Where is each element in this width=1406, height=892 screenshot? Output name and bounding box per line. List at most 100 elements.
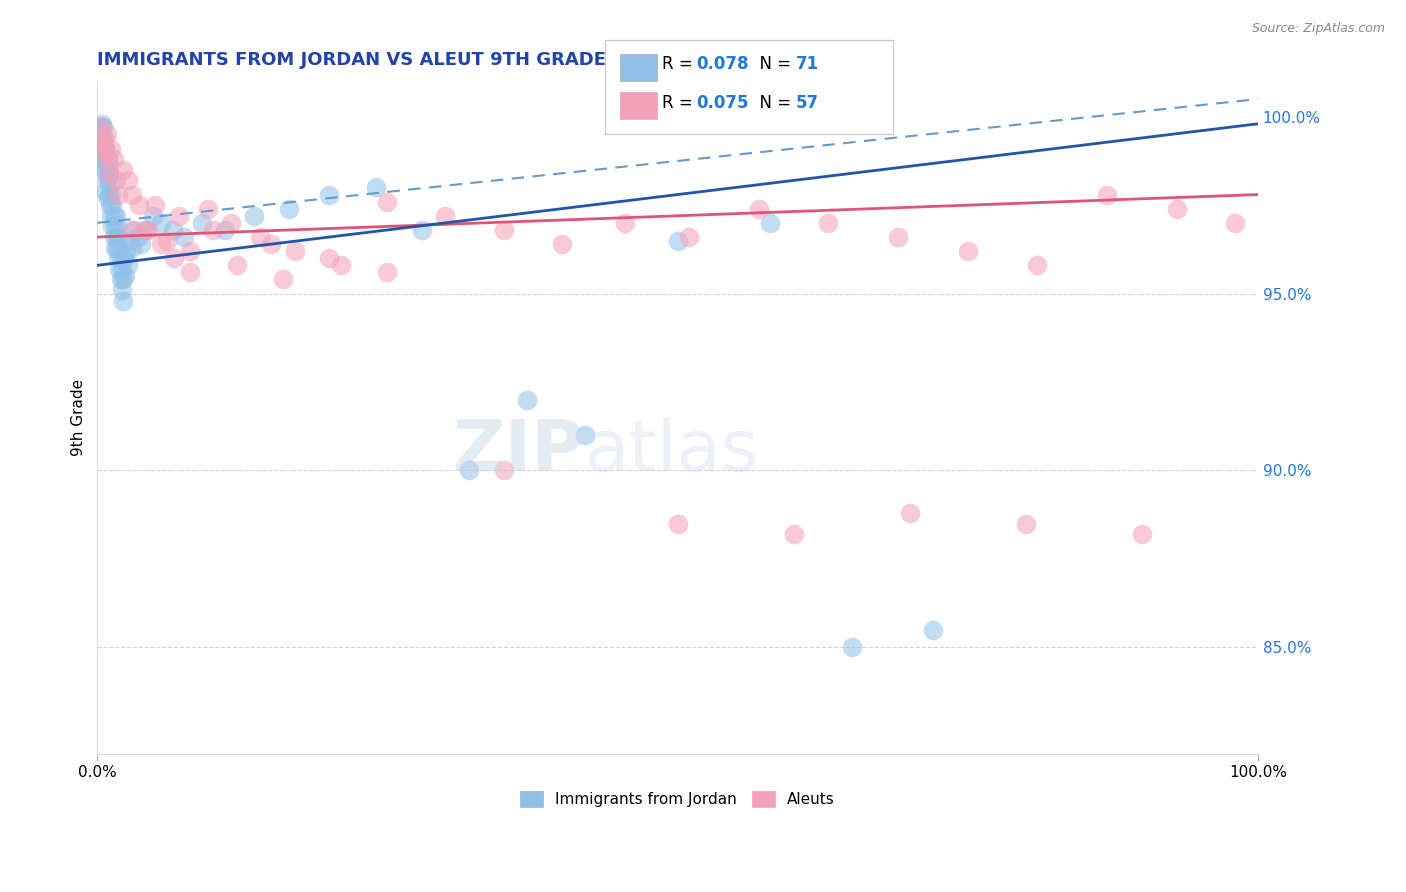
Point xyxy=(748,202,770,216)
Point xyxy=(202,223,225,237)
Point xyxy=(516,392,538,407)
Text: IMMIGRANTS FROM JORDAN VS ALEUT 9TH GRADE CORRELATION CHART: IMMIGRANTS FROM JORDAN VS ALEUT 9TH GRAD… xyxy=(97,51,828,69)
Point xyxy=(121,241,143,255)
Point xyxy=(121,223,143,237)
Point xyxy=(162,223,184,237)
Text: N =: N = xyxy=(749,55,797,73)
Point xyxy=(127,230,149,244)
Point xyxy=(128,198,150,212)
Point xyxy=(678,230,700,244)
Point xyxy=(841,640,863,655)
Point xyxy=(97,166,120,180)
Point xyxy=(138,223,160,237)
Point xyxy=(97,152,120,166)
Point xyxy=(666,516,689,531)
Point xyxy=(94,142,117,156)
Point xyxy=(111,272,134,286)
Point xyxy=(117,258,139,272)
Point xyxy=(114,268,136,283)
Point xyxy=(97,155,120,169)
Point xyxy=(101,198,124,212)
Legend: Immigrants from Jordan, Aleuts: Immigrants from Jordan, Aleuts xyxy=(515,785,841,814)
Point xyxy=(318,251,340,265)
Point xyxy=(377,265,399,279)
Point xyxy=(782,527,804,541)
Point xyxy=(759,216,782,230)
Point xyxy=(91,117,114,131)
Text: 0.075: 0.075 xyxy=(696,94,748,112)
Point xyxy=(1223,216,1246,230)
Point xyxy=(1015,516,1038,531)
Point xyxy=(887,230,910,244)
Point xyxy=(96,173,118,187)
Point xyxy=(111,261,134,276)
Point xyxy=(956,244,979,259)
Point xyxy=(163,251,186,265)
Point xyxy=(111,283,134,297)
Point xyxy=(94,162,117,177)
Point xyxy=(98,177,121,191)
Point xyxy=(118,234,141,248)
Point xyxy=(666,234,689,248)
Point xyxy=(173,230,195,244)
Point xyxy=(411,223,433,237)
Point xyxy=(243,209,266,223)
Text: ZIP: ZIP xyxy=(453,417,585,485)
Point xyxy=(104,219,127,234)
Point xyxy=(107,230,129,244)
Point xyxy=(100,142,122,156)
Point xyxy=(277,202,299,216)
Point xyxy=(817,216,839,230)
Point xyxy=(1026,258,1049,272)
Text: Source: ZipAtlas.com: Source: ZipAtlas.com xyxy=(1251,22,1385,36)
Point xyxy=(98,198,121,212)
Point xyxy=(96,128,118,142)
Point xyxy=(364,180,387,194)
Point xyxy=(91,138,114,153)
Point xyxy=(91,145,114,160)
Point xyxy=(167,209,190,223)
Point xyxy=(103,209,125,223)
Point xyxy=(219,216,242,230)
Point xyxy=(111,162,134,177)
Point xyxy=(97,169,120,184)
Point xyxy=(91,135,114,149)
Point xyxy=(1166,202,1188,216)
Point xyxy=(97,166,120,180)
Point xyxy=(97,191,120,205)
Text: R =: R = xyxy=(662,94,699,112)
Point xyxy=(105,219,128,234)
Point xyxy=(104,173,127,187)
Point xyxy=(574,428,596,442)
Point xyxy=(107,187,129,202)
Point xyxy=(191,216,214,230)
Point xyxy=(156,234,179,248)
Point xyxy=(108,241,131,255)
Point xyxy=(104,209,127,223)
Point xyxy=(145,198,167,212)
Point xyxy=(100,187,122,202)
Point xyxy=(550,237,572,252)
Point xyxy=(492,463,515,477)
Text: atlas: atlas xyxy=(585,417,759,485)
Point xyxy=(110,251,132,265)
Point xyxy=(457,463,479,477)
Point xyxy=(377,194,399,209)
Point xyxy=(135,223,157,237)
Point xyxy=(121,187,143,202)
Point xyxy=(91,148,114,162)
Point xyxy=(91,159,114,173)
Text: 71: 71 xyxy=(796,55,818,73)
Point xyxy=(124,223,146,237)
Point xyxy=(104,241,127,255)
Point xyxy=(225,258,247,272)
Point xyxy=(150,237,173,252)
Point xyxy=(898,506,921,520)
Point xyxy=(179,244,201,259)
Point xyxy=(93,152,115,166)
Point xyxy=(318,187,340,202)
Point xyxy=(214,223,236,237)
Point xyxy=(108,261,131,276)
Point xyxy=(614,216,637,230)
Point xyxy=(197,202,219,216)
